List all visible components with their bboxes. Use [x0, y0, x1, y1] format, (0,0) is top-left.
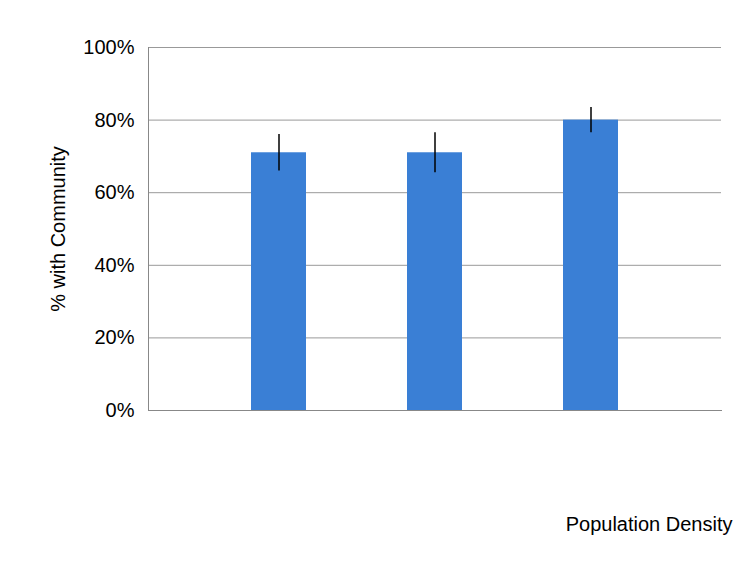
svg-text:% with Community: % with Community [47, 146, 69, 312]
svg-text:100%: 100% [83, 36, 134, 58]
svg-text:40%: 40% [94, 254, 134, 276]
svg-text:60%: 60% [94, 181, 134, 203]
svg-text:0%: 0% [106, 399, 135, 421]
svg-text:Population Density: Population Density [566, 513, 733, 535]
svg-text:80%: 80% [94, 109, 134, 131]
svg-text:20%: 20% [94, 326, 134, 348]
